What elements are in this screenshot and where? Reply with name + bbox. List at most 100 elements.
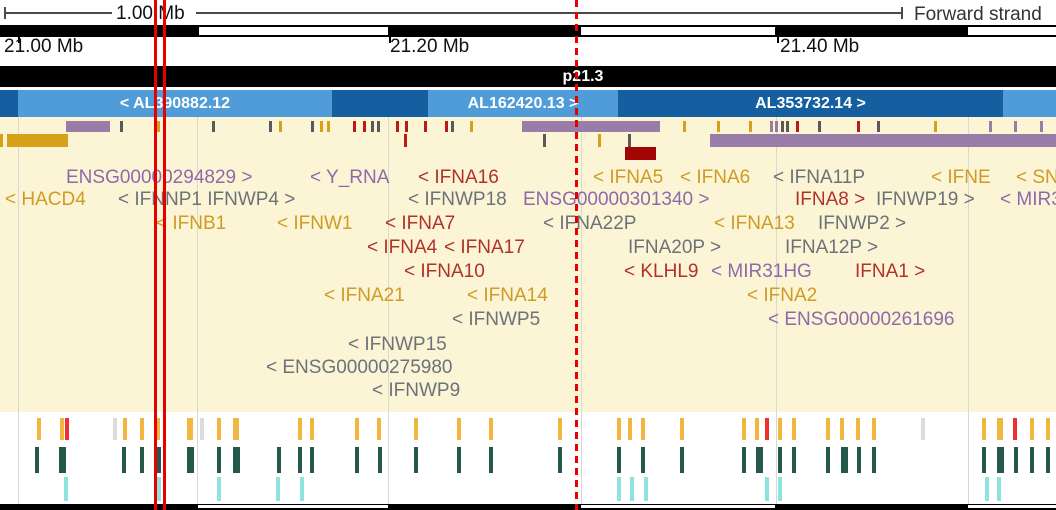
purple-feature-bar[interactable] — [522, 121, 660, 132]
gene-label[interactable]: < ENSG00000275980 — [266, 357, 453, 378]
green-tick[interactable] — [233, 447, 240, 473]
gold-tick[interactable] — [140, 418, 144, 440]
gold-tick[interactable] — [617, 418, 621, 440]
purple-feature-bar[interactable] — [66, 121, 110, 132]
gold-tick[interactable] — [377, 418, 381, 440]
feature-tick-red[interactable] — [405, 121, 408, 132]
contig-segment[interactable]: AL162420.13 > — [428, 90, 618, 117]
green-tick[interactable] — [641, 447, 645, 473]
gold-tick[interactable] — [840, 418, 844, 440]
feature-tick-red[interactable] — [424, 121, 427, 132]
gold-tick[interactable] — [1013, 418, 1017, 440]
gene-label[interactable]: ENSG00000301340 > — [523, 189, 710, 210]
gene-label[interactable]: < IFNWP5 — [452, 309, 541, 330]
feature-tick-red[interactable] — [396, 121, 399, 132]
green-tick[interactable] — [140, 447, 144, 473]
green-tick[interactable] — [680, 447, 684, 473]
gold-tick[interactable] — [826, 418, 830, 440]
gene-label[interactable]: < IFNA2 — [747, 285, 818, 306]
gene-label[interactable]: < HACD4 — [5, 189, 86, 210]
feature-tick-gold[interactable] — [598, 134, 601, 147]
feature-tick-gray[interactable] — [451, 121, 454, 132]
green-tick[interactable] — [414, 447, 418, 473]
gene-label[interactable]: < IFNA6 — [680, 167, 751, 188]
feature-tick-purple[interactable] — [770, 121, 773, 132]
green-tick[interactable] — [277, 447, 281, 473]
green-tick[interactable] — [617, 447, 621, 473]
green-tick[interactable] — [841, 447, 848, 473]
green-tick[interactable] — [756, 447, 763, 473]
feature-tick-gray[interactable] — [781, 121, 784, 132]
gold-tick[interactable] — [310, 418, 314, 440]
green-tick[interactable] — [857, 447, 861, 473]
feature-tick-gray[interactable] — [628, 134, 631, 147]
gene-label[interactable]: < IFNA17 — [444, 237, 525, 258]
gene-label[interactable]: < KLHL9 — [624, 261, 699, 282]
gold-tick[interactable] — [765, 418, 769, 440]
gene-label[interactable]: < ENSG00000261696 — [768, 309, 955, 330]
gold-tick[interactable] — [1046, 418, 1050, 440]
gold-tick[interactable] — [298, 418, 302, 440]
gene-label[interactable]: < SN — [1016, 167, 1056, 188]
cyan-tick[interactable] — [64, 477, 68, 501]
green-tick[interactable] — [489, 447, 493, 473]
feature-tick-red[interactable] — [796, 121, 799, 132]
feature-tick-gray[interactable] — [786, 121, 789, 132]
gene-label[interactable]: < IFNA21 — [324, 285, 405, 306]
gold-tick[interactable] — [217, 418, 221, 440]
gene-label[interactable]: < IFNA22P — [543, 213, 637, 234]
gene-label[interactable]: < IFNWP15 — [348, 334, 447, 355]
cyan-tick[interactable] — [765, 477, 769, 501]
gene-label[interactable]: < IFNA7 — [385, 213, 456, 234]
feature-tick-gray[interactable] — [377, 121, 380, 132]
gene-label[interactable]: < IFNA5 — [593, 167, 664, 188]
feature-tick-red[interactable] — [857, 121, 860, 132]
feature-tick-purple[interactable] — [1040, 121, 1043, 132]
green-tick[interactable] — [457, 447, 461, 473]
gene-label[interactable]: IFNA8 > — [795, 189, 866, 210]
feature-tick-gray[interactable] — [311, 121, 314, 132]
gold-feature-bar[interactable] — [7, 134, 68, 147]
green-tick[interactable] — [122, 447, 126, 473]
feature-tick-gold[interactable] — [470, 121, 473, 132]
green-tick[interactable] — [157, 447, 161, 473]
purple-feature-bar[interactable] — [710, 134, 1056, 147]
feature-tick-gray[interactable] — [269, 121, 272, 132]
gold-tick[interactable] — [65, 418, 69, 440]
green-tick[interactable] — [872, 447, 876, 473]
feature-tick-gray[interactable] — [818, 121, 821, 132]
green-tick[interactable] — [187, 447, 194, 473]
green-tick[interactable] — [217, 447, 221, 473]
green-tick[interactable] — [742, 447, 746, 473]
green-tick[interactable] — [378, 447, 382, 473]
feature-tick-gray[interactable] — [371, 121, 374, 132]
feature-tick-gold[interactable] — [327, 121, 330, 132]
green-tick[interactable] — [1014, 447, 1018, 473]
gold-tick[interactable] — [123, 418, 127, 440]
cyan-tick[interactable] — [157, 477, 161, 501]
gold-tick[interactable] — [233, 418, 239, 440]
green-tick[interactable] — [558, 447, 562, 473]
gold-tick[interactable] — [489, 418, 493, 440]
feature-tick-gold[interactable] — [320, 121, 323, 132]
cyan-tick[interactable] — [997, 477, 1001, 501]
gold-tick[interactable] — [628, 418, 632, 440]
green-tick[interactable] — [792, 447, 796, 473]
gene-label[interactable]: ENSG00000294829 > — [66, 167, 253, 188]
feature-tick-gold[interactable] — [157, 121, 160, 132]
cyan-tick[interactable] — [630, 477, 634, 501]
contig-segment[interactable] — [1003, 90, 1056, 117]
cyan-tick[interactable] — [217, 477, 221, 501]
green-tick[interactable] — [997, 447, 1004, 473]
gold-tick[interactable] — [156, 418, 160, 440]
gold-tick[interactable] — [457, 418, 461, 440]
feature-tick-gray[interactable] — [212, 121, 215, 132]
gene-label[interactable]: < IFNWP18 — [408, 189, 507, 210]
gold-tick[interactable] — [37, 418, 41, 440]
gold-tick[interactable] — [187, 418, 193, 440]
gene-label[interactable]: < IFNA10 — [404, 261, 485, 282]
gene-label[interactable]: < IFNA13 — [714, 213, 795, 234]
feature-tick-gold[interactable] — [683, 121, 686, 132]
gene-label[interactable]: < IFNWP9 — [372, 380, 461, 401]
green-tick[interactable] — [778, 447, 782, 473]
